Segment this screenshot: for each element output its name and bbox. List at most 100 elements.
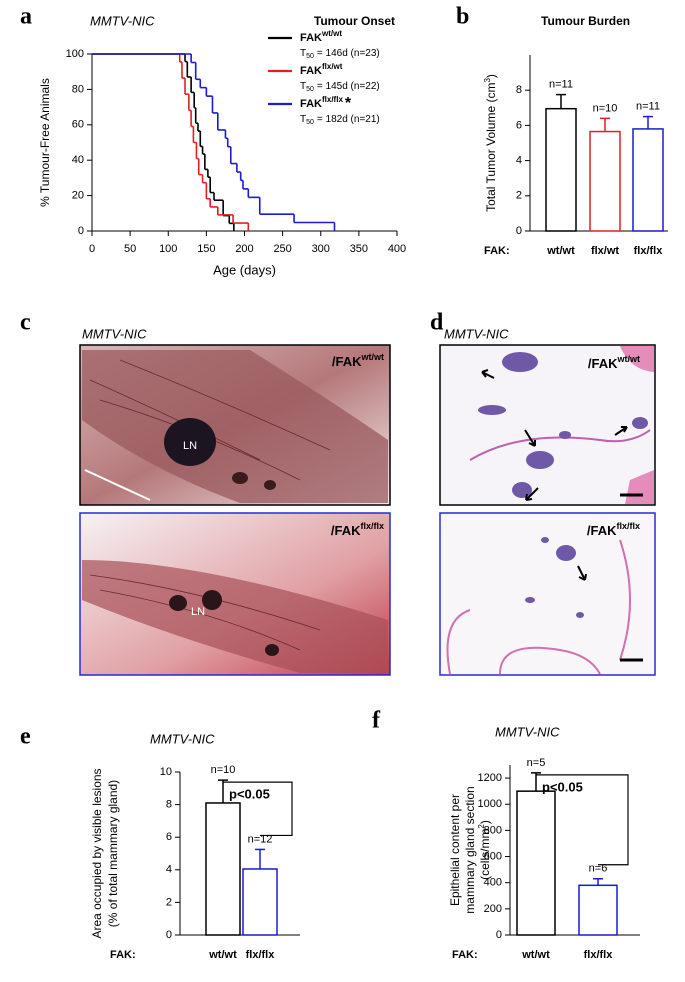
chart-title: Tumour Burden [541,14,630,28]
label: /FAK [331,523,361,538]
label-sup: wt/wt [361,352,385,362]
label-part: 2 [477,824,486,829]
x-tick-label: flx/wt [591,245,619,257]
y-tick-label: 2 [516,190,522,202]
image-title: MMTV-NIC [444,326,509,341]
image-label: /FAKflx/flx [331,521,384,538]
x-axis-label: Age (days) [213,262,276,277]
category-axis-label: FAK: [484,245,510,257]
y-tick-label: 0 [516,225,522,237]
bar [632,128,664,232]
y-axis-label: (cells/mm2) [477,820,493,880]
label: /FAK [587,523,617,538]
label-part: Epithelial content per [448,794,462,906]
y-tick-label: 200 [484,903,502,915]
stat-text: = 146d (n=23) [317,48,380,59]
label-part: 3 [483,78,492,83]
y-tick-label: 4 [166,864,172,876]
stat-symbol: T [300,114,306,125]
panel-letter: e [20,724,31,750]
image-label: /FAKflx/flx [587,521,640,538]
image-d-top [439,344,656,506]
label-part: (cells/mm [478,829,492,880]
panel-letter: f [372,708,381,734]
image-c-bottom [79,512,391,676]
label-sup: wt/wt [617,354,641,364]
stat-text: = 182d (n=21) [317,114,380,125]
y-tick-label: 6 [516,119,522,131]
bar [545,107,577,232]
bar [205,802,241,936]
stat-sub: 50 [306,119,314,126]
y-tick-label: 40 [72,154,84,166]
legend-marker: * [345,95,352,112]
panel-letter: c [20,310,31,336]
label-part: (% of total mammary gland) [106,780,120,927]
x-tick-label: flx/flx [634,245,664,257]
bar-annotation: n=11 [549,79,573,91]
legend-stat: T50 = 146d (n=23) [300,48,380,61]
x-tick-label: wt/wt [546,245,575,257]
label-part: Total Tumor Volume (cm [484,83,498,212]
bar-annotation: n=5 [527,757,546,769]
x-tick-label: wt/wt [208,949,237,961]
y-tick-label: 100 [66,48,84,60]
y-tick-label: 0 [166,929,172,941]
y-tick-label: 800 [484,824,502,836]
y-axis-label: (% of total mammary gland) [106,780,120,927]
bar [242,868,278,936]
x-tick-label: 400 [388,243,406,255]
stat-sub: 50 [306,53,314,60]
bar-annotation: n=12 [248,833,273,845]
label-part: ) [484,74,498,78]
x-tick-label: wt/wt [521,949,550,961]
ln-label: LN [183,440,197,452]
image-d-bottom [439,512,656,676]
x-tick-label: flx/flx [584,949,614,961]
legend-name: FAK [300,98,322,110]
stat-symbol: T [300,81,306,92]
label: /FAK [332,354,362,369]
panel-letter: d [430,310,444,336]
bar-annotation: n=10 [211,764,236,776]
bar [516,790,556,936]
image-label: /FAKwt/wt [588,354,640,371]
stat-symbol: T [300,48,306,59]
y-tick-label: 1200 [478,772,502,784]
y-tick-label: 1000 [478,798,502,810]
legend-stat: T50 = 182d (n=21) [300,114,380,127]
legend-label: FAKflx/flx * [300,95,352,113]
y-tick-label: 60 [72,119,84,131]
x-tick-label: 300 [312,243,330,255]
image-title: MMTV-NIC [82,326,147,341]
bar-annotation: n=6 [589,863,608,875]
y-axis-label: mammary gland section [463,786,477,913]
y-tick-label: 4 [516,155,522,167]
stat-sub: 50 [306,86,314,93]
category-axis-label: FAK: [110,949,136,961]
y-tick-label: 10 [160,766,172,778]
x-tick-label: 0 [89,243,95,255]
legend-sup: wt/wt [321,29,342,38]
y-tick-label: 0 [496,929,502,941]
category-axis-label: FAK: [452,949,478,961]
label-part: Area occupied by visible lesions [90,768,104,938]
label-part: mammary gland section [463,786,477,913]
x-tick-label: 200 [235,243,253,255]
bar-annotation: n=11 [636,101,660,113]
label: /FAK [588,356,618,371]
y-tick-label: 8 [516,84,522,96]
label-part: % Tumour-Free Animals [38,78,52,207]
x-tick-label: 350 [350,243,368,255]
legend-name: FAK [300,65,322,77]
legend-label: FAKflx/wt [300,62,343,77]
bar [589,130,621,232]
legend-label: FAKwt/wt [300,29,342,44]
chart-subtitle: MMTV-NIC [90,13,155,28]
chart-subtitle: MMTV-NIC [495,724,560,739]
image-c-top [79,344,391,506]
label-part: ) [478,820,492,824]
y-axis-label: % Tumour-Free Animals [38,78,52,207]
panel-letter: a [20,4,32,30]
